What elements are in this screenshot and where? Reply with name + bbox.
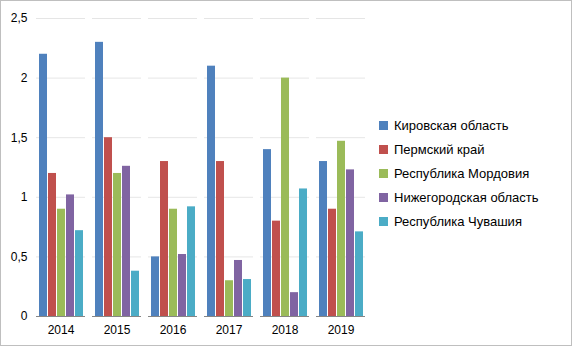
html-text:Нижегородская область: Нижегородская область [394,189,539,205]
html-text:Республика Мордовия: Республика Мордовия [394,165,530,181]
svg-text:1: 1 [21,190,28,204]
html-text:Республика Чувашия: Республика Чувашия [394,213,522,229]
svg-text:0: 0 [21,309,28,323]
svg-text:2015: 2015 [104,323,131,337]
svg-text:2014: 2014 [48,323,75,337]
svg-text:2: 2 [21,71,28,85]
svg-text:1,5: 1,5 [11,131,28,145]
html-text:Пермский край: Пермский край [394,141,485,157]
svg-text:0,5: 0,5 [11,250,28,264]
svg-text:2,5: 2,5 [11,11,28,25]
svg-text:2019: 2019 [328,323,355,337]
html-text:Кировская область: Кировская область [394,117,509,133]
svg-text:2017: 2017 [216,323,243,337]
svg-text:2018: 2018 [272,323,299,337]
svg-text:2016: 2016 [160,323,187,337]
